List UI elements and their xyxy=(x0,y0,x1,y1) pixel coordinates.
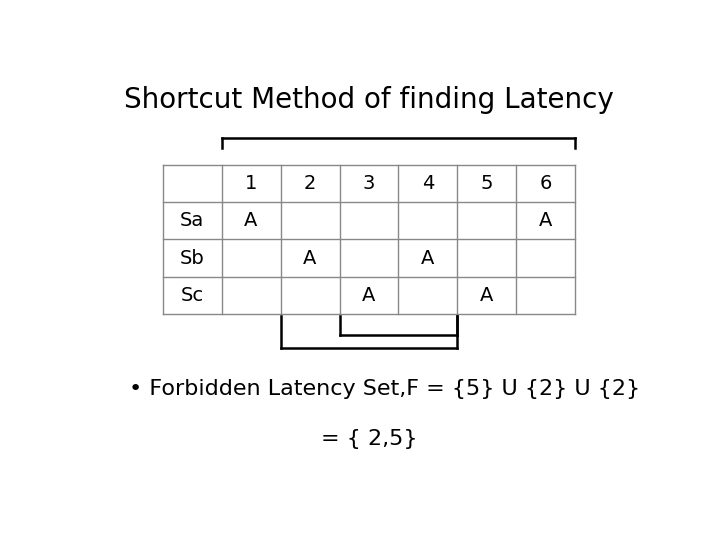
Text: A: A xyxy=(244,211,258,230)
Text: A: A xyxy=(539,211,553,230)
Text: 6: 6 xyxy=(540,174,552,193)
Text: 2: 2 xyxy=(304,174,316,193)
Text: Sc: Sc xyxy=(181,286,204,305)
Text: 1: 1 xyxy=(245,174,257,193)
Text: A: A xyxy=(421,248,435,268)
Text: Sa: Sa xyxy=(180,211,204,230)
Text: Sb: Sb xyxy=(180,248,204,268)
Text: 3: 3 xyxy=(363,174,375,193)
Text: • Forbidden Latency Set,F = {5} U {2} U {2}: • Forbidden Latency Set,F = {5} U {2} U … xyxy=(129,379,640,399)
Text: = { 2,5}: = { 2,5} xyxy=(320,429,418,449)
Text: Shortcut Method of finding Latency: Shortcut Method of finding Latency xyxy=(124,85,614,113)
Text: A: A xyxy=(362,286,376,305)
Text: A: A xyxy=(303,248,317,268)
Text: 5: 5 xyxy=(481,174,493,193)
Text: 4: 4 xyxy=(422,174,434,193)
Text: A: A xyxy=(480,286,494,305)
